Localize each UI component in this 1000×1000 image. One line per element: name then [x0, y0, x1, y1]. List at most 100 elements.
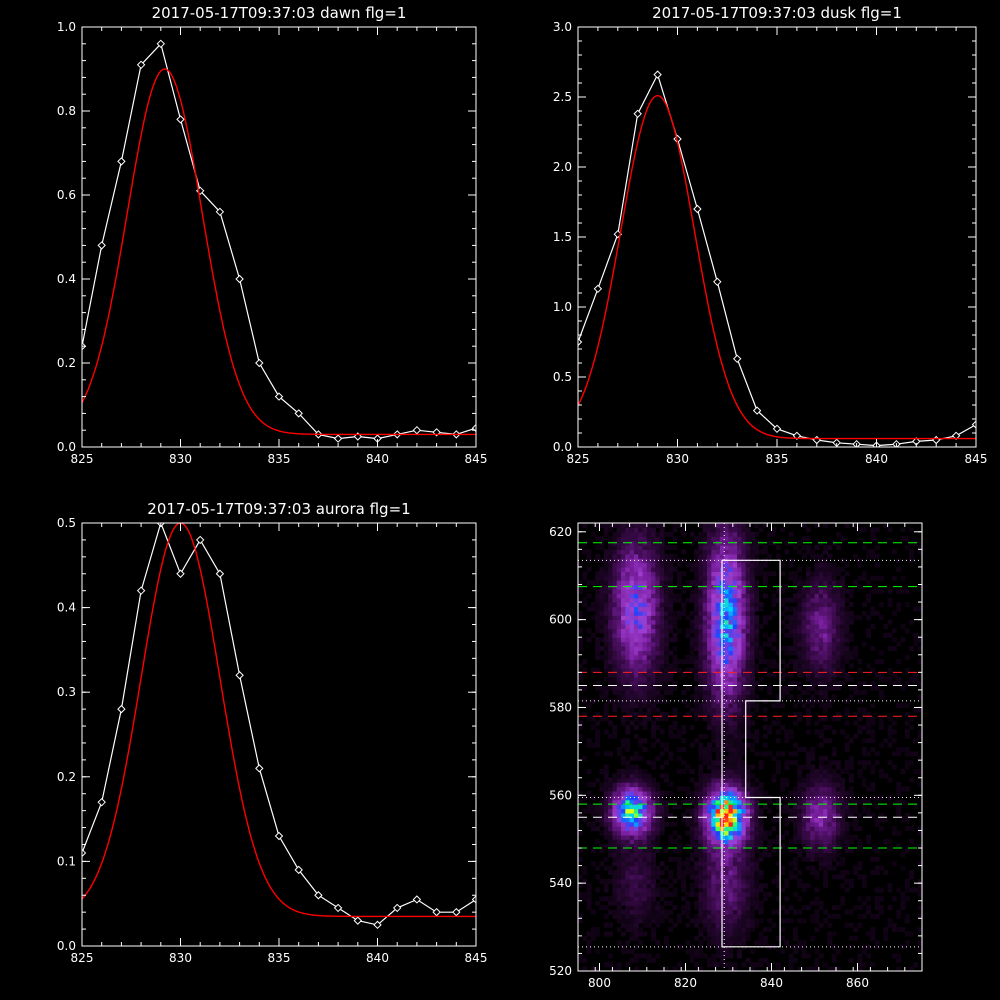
- data-point-diamond: [333, 434, 343, 443]
- heatmap-pixel: [694, 597, 699, 603]
- heatmap-pixel: [616, 549, 622, 555]
- heatmap-pixel: [767, 641, 773, 647]
- heatmap-pixel: [621, 878, 626, 884]
- heatmap-pixel: [758, 852, 764, 858]
- heatmap-pixel: [707, 861, 712, 867]
- heatmap-pixel: [642, 681, 648, 687]
- heatmap-pixel: [737, 812, 742, 818]
- heatmap-pixel: [642, 558, 648, 564]
- heatmap-pixel: [651, 931, 656, 937]
- heatmap-pixel: [801, 580, 807, 586]
- heatmap-pixel: [638, 891, 644, 897]
- heatmap-pixel: [638, 575, 644, 581]
- heatmap-pixel: [689, 742, 695, 748]
- heatmap-pixel: [801, 799, 807, 805]
- heatmap-pixel: [715, 545, 721, 550]
- heatmap-pixel: [741, 769, 747, 774]
- heatmap-pixel: [870, 703, 876, 709]
- heatmap-pixel: [844, 870, 850, 875]
- heatmap-pixel: [629, 659, 635, 665]
- heatmap-pixel: [664, 667, 669, 673]
- heatmap-pixel: [629, 562, 635, 568]
- heatmap-pixel: [578, 676, 583, 682]
- heatmap-pixel: [814, 593, 820, 599]
- heatmap-pixel: [608, 953, 613, 959]
- heatmap-pixel: [715, 962, 721, 968]
- heatmap-pixel: [646, 790, 652, 796]
- heatmap-pixel: [891, 672, 897, 678]
- heatmap-pixel: [676, 856, 682, 862]
- heatmap-pixel: [728, 834, 734, 840]
- heatmap-pixel: [797, 799, 803, 805]
- heatmap-pixel: [616, 808, 622, 814]
- heatmap-pixel: [646, 566, 652, 572]
- heatmap-pixel: [590, 580, 596, 586]
- heatmap-pixel: [737, 848, 742, 853]
- heatmap-pixel: [741, 935, 747, 941]
- heatmap-pixel: [694, 795, 699, 801]
- heatmap-pixel: [612, 799, 618, 805]
- heatmap-pixel: [750, 720, 755, 726]
- heatmap-pixel: [707, 610, 712, 616]
- heatmap-pixel: [728, 755, 734, 761]
- heatmap-pixel: [595, 602, 601, 608]
- heatmap-pixel: [638, 654, 644, 660]
- heatmap-pixel: [737, 742, 742, 748]
- heatmap-pixel: [633, 830, 639, 836]
- heatmap-pixel: [836, 654, 841, 660]
- heatmap-pixel: [629, 650, 635, 656]
- heatmap-pixel: [814, 553, 820, 559]
- heatmap-pixel: [651, 874, 656, 880]
- heatmap-pixel: [724, 804, 730, 810]
- heatmap-pixel: [737, 650, 742, 656]
- heatmap-pixel: [651, 848, 656, 853]
- heatmap-pixel: [728, 637, 734, 643]
- heatmap-pixel: [741, 786, 747, 792]
- heatmap-pixel: [745, 883, 751, 889]
- heatmap-pixel: [707, 883, 712, 889]
- heatmap-pixel: [814, 575, 820, 581]
- heatmap-pixel: [836, 804, 841, 810]
- heatmap-pixel: [793, 931, 798, 937]
- heatmap-pixel: [625, 659, 631, 665]
- heatmap-pixel: [857, 760, 863, 766]
- heatmap-pixel: [780, 782, 785, 788]
- heatmap-pixel: [642, 834, 648, 840]
- heatmap-pixel: [702, 782, 708, 788]
- heatmap-pixel: [621, 566, 626, 572]
- heatmap-pixel: [672, 615, 678, 621]
- heatmap-pixel: [595, 927, 601, 933]
- heatmap-pixel: [595, 887, 601, 893]
- heatmap-pixel: [724, 878, 730, 884]
- heatmap-pixel: [754, 790, 760, 796]
- heatmap-pixel: [578, 957, 583, 963]
- heatmap-pixel: [642, 606, 648, 612]
- heatmap-pixel: [724, 940, 730, 946]
- heatmap-pixel: [767, 663, 773, 669]
- heatmap-pixel: [719, 553, 725, 559]
- heatmap-pixel: [823, 646, 828, 651]
- heatmap-pixel: [728, 861, 734, 867]
- heatmap-pixel: [814, 821, 820, 827]
- heatmap-pixel: [595, 597, 601, 603]
- heatmap-pixel: [719, 953, 725, 959]
- heatmap-pixel: [741, 602, 747, 608]
- heatmap-pixel: [621, 812, 626, 818]
- heatmap-pixel: [827, 834, 833, 840]
- heatmap-pixel: [659, 878, 665, 884]
- heatmap-pixel: [646, 821, 652, 827]
- heatmap-pixel: [603, 632, 609, 638]
- heatmap-pixel: [724, 641, 730, 647]
- x-tick-label: 845: [965, 452, 988, 466]
- heatmap-pixel: [651, 698, 656, 704]
- heatmap-pixel: [793, 571, 798, 577]
- heatmap-pixel: [741, 575, 747, 581]
- heatmap-pixel: [651, 804, 656, 810]
- heatmap-pixel: [612, 580, 618, 586]
- heatmap-pixel: [599, 843, 605, 849]
- heatmap-pixel: [728, 804, 734, 810]
- heatmap-pixel: [702, 536, 708, 542]
- heatmap-pixel: [870, 606, 876, 612]
- heatmap-pixel: [711, 843, 717, 849]
- heatmap-pixel: [750, 667, 755, 673]
